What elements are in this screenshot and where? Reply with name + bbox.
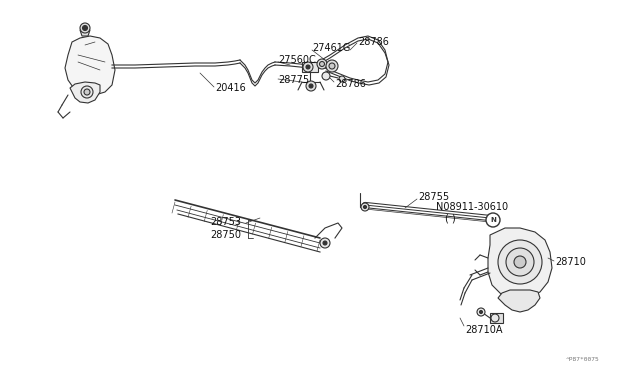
Polygon shape <box>490 313 503 323</box>
Polygon shape <box>498 290 540 312</box>
Circle shape <box>317 59 327 69</box>
Circle shape <box>81 86 93 98</box>
Circle shape <box>320 238 330 248</box>
Circle shape <box>486 213 500 227</box>
Polygon shape <box>65 36 115 95</box>
Circle shape <box>329 63 335 69</box>
Circle shape <box>323 241 327 245</box>
Circle shape <box>322 72 330 80</box>
Text: 28755: 28755 <box>418 192 449 202</box>
Text: 28710A: 28710A <box>465 325 502 335</box>
Text: 28786: 28786 <box>335 79 366 89</box>
Circle shape <box>303 62 313 72</box>
Circle shape <box>309 84 313 88</box>
Circle shape <box>514 256 526 268</box>
Circle shape <box>306 65 310 69</box>
Text: N: N <box>490 217 496 223</box>
Circle shape <box>319 61 324 67</box>
Circle shape <box>479 311 483 314</box>
Polygon shape <box>302 62 318 72</box>
Circle shape <box>84 89 90 95</box>
Polygon shape <box>488 228 552 300</box>
Text: 28710: 28710 <box>555 257 586 267</box>
Circle shape <box>498 240 542 284</box>
Circle shape <box>83 26 88 31</box>
Text: 20416: 20416 <box>215 83 246 93</box>
Text: 28775: 28775 <box>278 75 309 85</box>
Text: 28753: 28753 <box>210 217 241 227</box>
Text: ( ): ( ) <box>445 213 456 223</box>
Circle shape <box>306 81 316 91</box>
Circle shape <box>491 218 495 222</box>
Text: ^P87*0075: ^P87*0075 <box>566 357 600 362</box>
Text: 28786: 28786 <box>358 37 389 47</box>
Circle shape <box>491 314 499 322</box>
Polygon shape <box>80 30 90 36</box>
Circle shape <box>80 23 90 33</box>
Polygon shape <box>70 82 100 103</box>
Circle shape <box>506 248 534 276</box>
Circle shape <box>326 60 338 72</box>
Text: 27560C: 27560C <box>278 55 316 65</box>
Circle shape <box>477 308 485 316</box>
Circle shape <box>488 215 498 225</box>
Circle shape <box>339 76 345 82</box>
Text: 27461G: 27461G <box>312 43 350 53</box>
Circle shape <box>361 203 369 211</box>
Text: 28750: 28750 <box>210 230 241 240</box>
Circle shape <box>364 205 367 208</box>
Text: N08911-30610: N08911-30610 <box>436 202 508 212</box>
